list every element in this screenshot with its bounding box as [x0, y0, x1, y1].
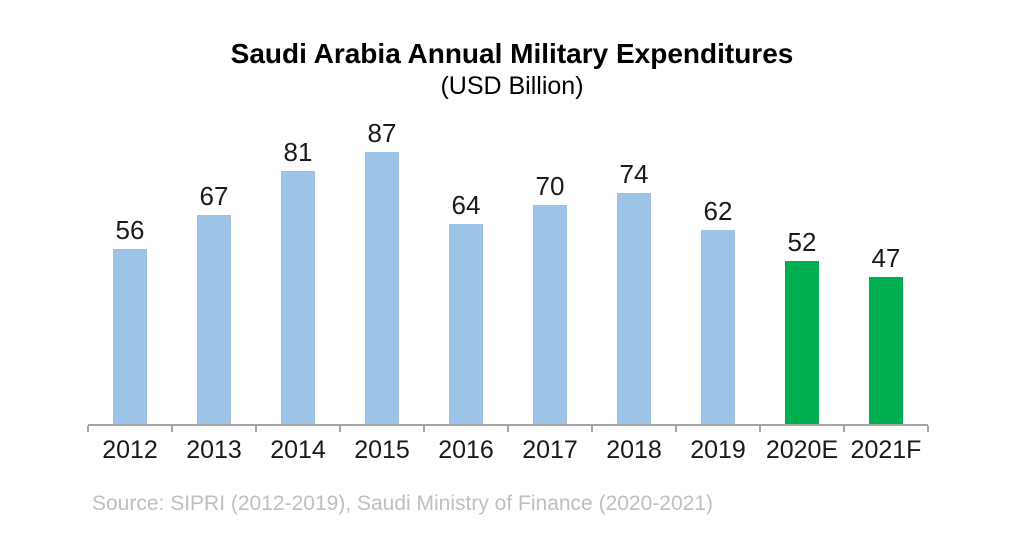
bar-cell: 52 — [760, 226, 844, 424]
bar-cell: 67 — [172, 180, 256, 424]
axis-tick — [87, 426, 89, 432]
x-axis-label: 2015 — [354, 436, 410, 464]
bar-cell: 87 — [340, 117, 424, 424]
bar — [449, 224, 483, 424]
bar — [785, 261, 819, 424]
axis-tick — [507, 426, 509, 432]
bar-cell: 56 — [88, 214, 172, 424]
bar-cell: 70 — [508, 170, 592, 424]
axis-tick — [255, 426, 257, 432]
bar-cell: 64 — [424, 189, 508, 424]
x-axis-label: 2021F — [850, 436, 922, 464]
bar — [197, 215, 231, 424]
chart-title: Saudi Arabia Annual Military Expenditure… — [230, 38, 794, 69]
axis-tick — [843, 426, 845, 432]
bar-value-label: 67 — [199, 181, 229, 211]
bar-value-label: 64 — [451, 190, 481, 220]
bar-value-label: 70 — [535, 171, 565, 201]
bar-value-label: 47 — [871, 243, 901, 273]
x-axis-label: 2019 — [690, 436, 746, 464]
bar-value-label: 62 — [703, 196, 733, 226]
bar-value-label: 56 — [115, 215, 145, 245]
x-axis-label: 2016 — [438, 436, 494, 464]
bar — [113, 249, 147, 424]
x-axis-labels: 2012 2013 2014 2015 2016 2017 2018 2019 2020E 202… — [88, 435, 928, 465]
bar — [533, 205, 567, 424]
axis-tick — [171, 426, 173, 432]
bar-value-label: 87 — [367, 118, 397, 148]
x-axis-label: 2017 — [522, 436, 578, 464]
x-axis-label: 2014 — [270, 436, 326, 464]
bar — [281, 171, 315, 424]
x-axis-label: 2018 — [606, 436, 662, 464]
x-axis-line — [87, 424, 929, 432]
axis-tick — [927, 426, 929, 432]
chart-subtitle: (USD Billion) — [440, 72, 584, 100]
bar — [701, 230, 735, 424]
bar — [365, 152, 399, 424]
source-note: Source: SIPRI (2012-2019), Saudi Ministr… — [92, 492, 713, 515]
x-axis-label: 2020E — [765, 436, 839, 464]
bars-row: 56 67 81 87 64 70 74 62 52 47 — [88, 112, 928, 424]
bar-cell: 74 — [592, 158, 676, 424]
bar-cell: 47 — [844, 242, 928, 424]
axis-tick — [759, 426, 761, 432]
bar-value-label: 52 — [787, 227, 817, 257]
bar-value-label: 81 — [283, 137, 313, 167]
plot-area: 56 67 81 87 64 70 74 62 52 47 2012 2013 2014 2015 201… — [87, 112, 929, 465]
bar — [869, 277, 903, 424]
x-axis-label: 2012 — [102, 436, 158, 464]
axis-tick — [591, 426, 593, 432]
bar-cell: 62 — [676, 195, 760, 424]
x-axis-label: 2013 — [186, 436, 242, 464]
axis-tick — [423, 426, 425, 432]
bar-value-label: 74 — [619, 159, 649, 189]
bar — [617, 193, 651, 424]
axis-tick — [339, 426, 341, 432]
axis-tick — [675, 426, 677, 432]
bar-cell: 81 — [256, 136, 340, 424]
